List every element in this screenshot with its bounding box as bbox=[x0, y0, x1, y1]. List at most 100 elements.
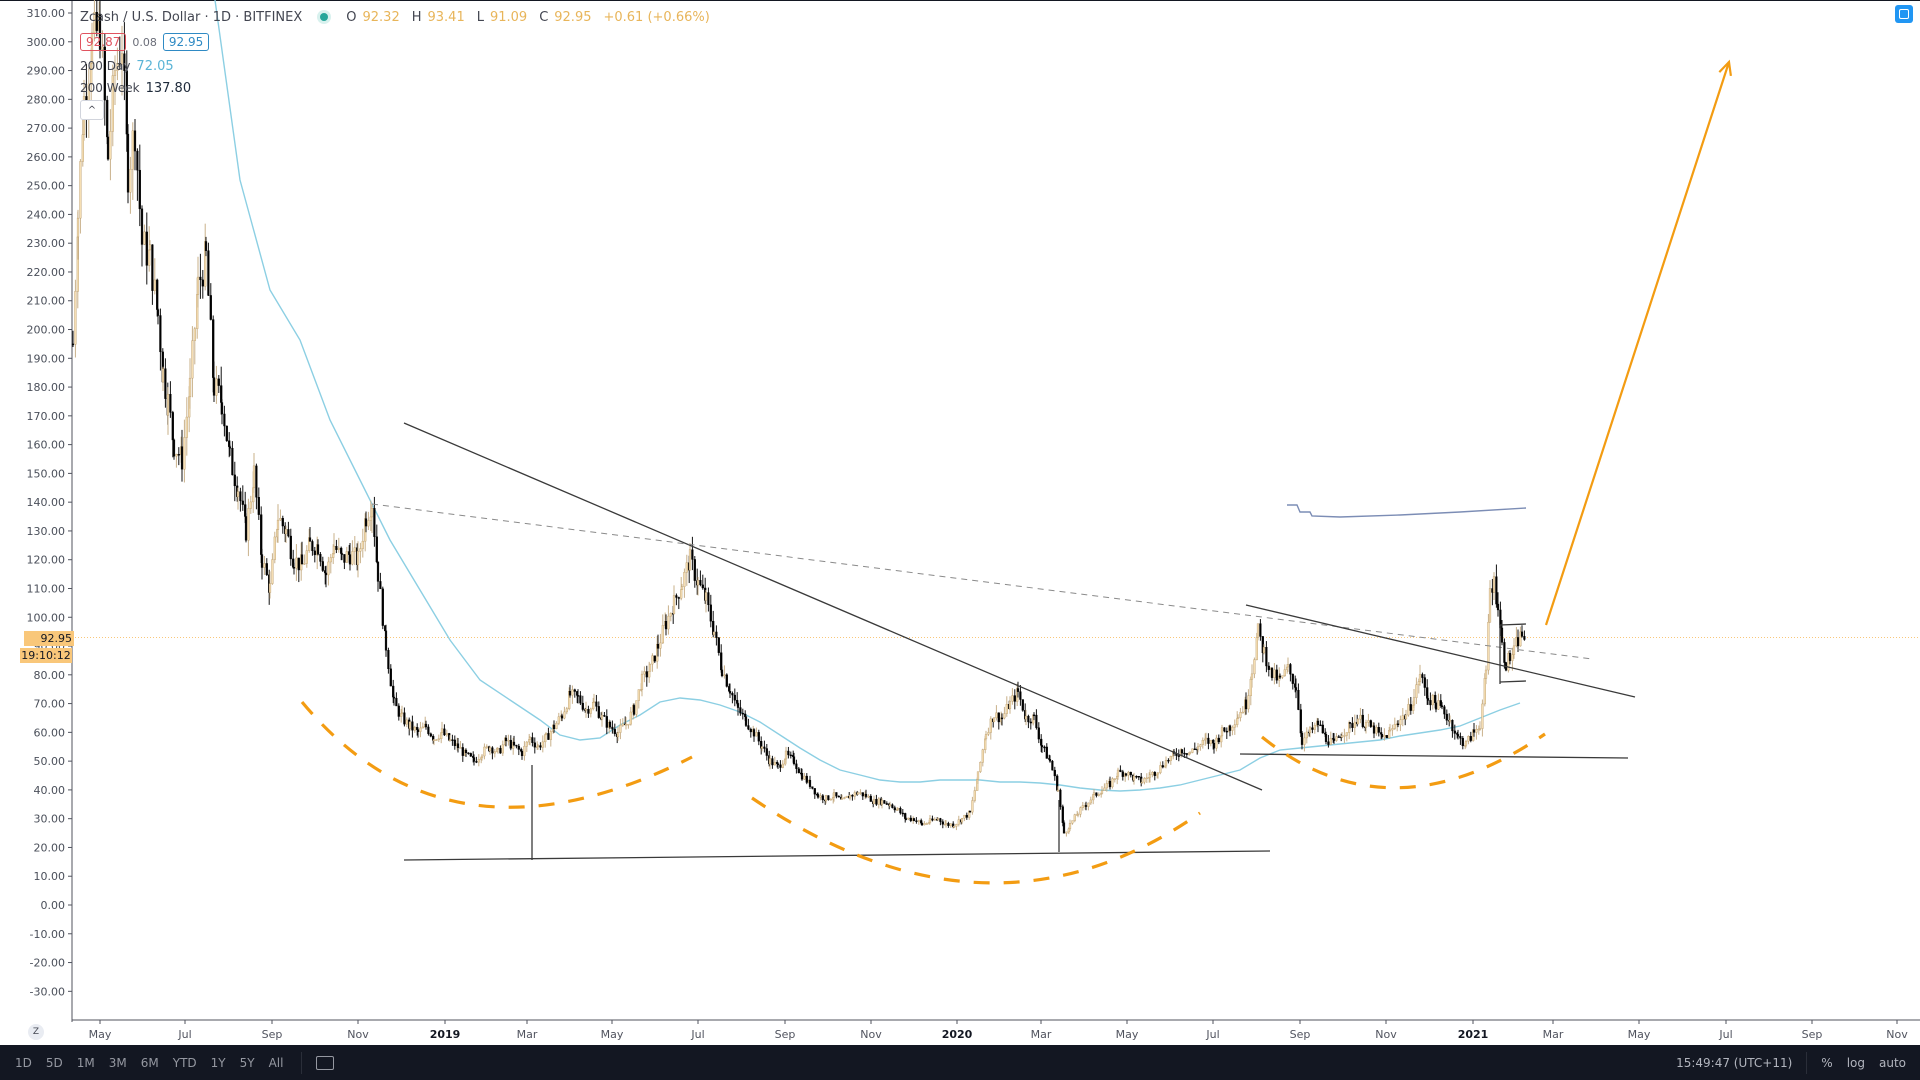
y-tick-label: -20.00 bbox=[30, 957, 65, 970]
collapse-legend-button[interactable]: ^ bbox=[80, 100, 104, 120]
candle-body bbox=[252, 465, 256, 489]
cup-arc-annotation[interactable] bbox=[300, 700, 693, 809]
candle-body bbox=[608, 722, 612, 728]
range-1y-button[interactable]: 1Y bbox=[210, 1055, 226, 1070]
candle-body bbox=[1388, 729, 1392, 732]
range-5y-button[interactable]: 5Y bbox=[239, 1055, 255, 1070]
price-chart-canvas[interactable]: 310.00 300.00 290.00 280.00 270.00 260.00 250.… bbox=[0, 0, 1920, 1045]
candle-body bbox=[1097, 794, 1100, 796]
candle-body bbox=[709, 604, 712, 622]
y-tick-label: 100.00 bbox=[27, 611, 66, 624]
candle-body bbox=[145, 231, 148, 266]
candle-body bbox=[592, 701, 596, 704]
trendline[interactable] bbox=[1245, 604, 1636, 698]
candle-body bbox=[731, 693, 734, 696]
candle-body bbox=[792, 756, 796, 765]
candle-body bbox=[1236, 718, 1239, 725]
indicator-value: 72.05 bbox=[136, 58, 174, 74]
candle-body bbox=[824, 795, 828, 802]
go-to-date-icon[interactable] bbox=[316, 1055, 335, 1070]
timezone-badge[interactable]: Z bbox=[28, 1024, 44, 1040]
indicator-200-week[interactable]: 200 Week 137.80 bbox=[80, 77, 716, 99]
candle-body bbox=[106, 136, 110, 160]
clock-timezone[interactable]: 15:49:47 (UTC+11) bbox=[1676, 1055, 1793, 1070]
sell-button[interactable]: 92.87 bbox=[80, 33, 127, 51]
candle-body bbox=[111, 75, 114, 132]
range-1m-button[interactable]: 1M bbox=[76, 1055, 95, 1070]
candle-body bbox=[573, 689, 576, 692]
candle-body bbox=[1332, 738, 1336, 741]
candle-body bbox=[1215, 737, 1218, 749]
candle-body bbox=[345, 551, 348, 563]
candle-body bbox=[1278, 675, 1282, 678]
percent-scale-toggle[interactable]: % bbox=[1821, 1055, 1833, 1070]
target-arrow[interactable] bbox=[1544, 61, 1731, 626]
auto-scale-toggle[interactable]: auto bbox=[1878, 1055, 1906, 1070]
candle-body bbox=[1500, 627, 1504, 643]
cup-arc-annotation[interactable] bbox=[1260, 732, 1546, 790]
candle-body bbox=[255, 465, 258, 498]
candle-body bbox=[525, 741, 528, 747]
trendline[interactable] bbox=[403, 850, 1271, 861]
high-value: 93.41 bbox=[427, 9, 465, 25]
chart-area[interactable]: 310.00 300.00 290.00 280.00 270.00 260.00 250.… bbox=[0, 0, 1920, 1045]
candle-body bbox=[552, 724, 556, 730]
candle-body bbox=[125, 70, 128, 135]
indicator-200-day[interactable]: 200 Day 72.05 bbox=[80, 55, 716, 77]
market-status-icon bbox=[320, 13, 329, 21]
candle-body bbox=[680, 586, 684, 590]
range-6m-button[interactable]: 6M bbox=[140, 1055, 159, 1070]
candle-body bbox=[1145, 777, 1148, 780]
candle-body bbox=[133, 130, 137, 152]
candle-body bbox=[343, 554, 346, 563]
candle-body bbox=[931, 818, 934, 821]
trendline[interactable] bbox=[1239, 753, 1629, 759]
candle-body bbox=[340, 553, 344, 555]
candle-body bbox=[1076, 814, 1080, 816]
candle-body bbox=[109, 131, 112, 160]
candle-body bbox=[629, 711, 632, 725]
range-5d-button[interactable]: 5D bbox=[45, 1055, 63, 1070]
symbol-title[interactable]: Zcash / U.S. Dollar · 1D · BITFINEX bbox=[80, 9, 303, 25]
candle-body bbox=[71, 343, 75, 346]
candle-body bbox=[1415, 684, 1418, 698]
candle-body bbox=[557, 716, 560, 724]
trendline[interactable] bbox=[1499, 623, 1527, 626]
trendline[interactable] bbox=[371, 503, 1593, 660]
candle-body bbox=[768, 758, 772, 765]
candle-body bbox=[448, 739, 452, 741]
range-all-button[interactable]: All bbox=[268, 1055, 284, 1070]
candle-body bbox=[303, 563, 306, 565]
candle-body bbox=[544, 734, 547, 743]
candle-body bbox=[1169, 755, 1172, 761]
candle-body bbox=[941, 821, 944, 825]
range-ytd-button[interactable]: YTD bbox=[172, 1055, 197, 1070]
candle-body bbox=[1231, 726, 1234, 731]
candle-body bbox=[1177, 755, 1180, 757]
candle-body bbox=[752, 729, 756, 737]
range-1d-button[interactable]: 1D bbox=[15, 1055, 32, 1070]
y-tick-label: 50.00 bbox=[34, 755, 66, 768]
x-tick-label: Nov bbox=[1375, 1028, 1397, 1041]
candle-body bbox=[469, 753, 472, 757]
candle-body bbox=[1209, 739, 1212, 744]
fullscreen-button[interactable] bbox=[1895, 5, 1913, 23]
x-tick-label: Sep bbox=[1802, 1028, 1823, 1041]
candle-body bbox=[1440, 705, 1444, 707]
candle-body bbox=[1283, 669, 1286, 676]
cup-arc-annotation[interactable] bbox=[751, 796, 1201, 885]
buy-button[interactable]: 92.95 bbox=[162, 33, 210, 51]
trendline[interactable] bbox=[1499, 680, 1527, 683]
candle-body bbox=[1199, 744, 1202, 747]
trendline[interactable] bbox=[403, 422, 1263, 791]
candle-body bbox=[351, 551, 354, 565]
candle-body bbox=[1523, 636, 1526, 640]
candle-body bbox=[827, 795, 830, 800]
range-3m-button[interactable]: 3M bbox=[108, 1055, 127, 1070]
candle-body bbox=[1167, 759, 1170, 762]
candle-body bbox=[803, 775, 806, 780]
log-scale-toggle[interactable]: log bbox=[1846, 1055, 1865, 1070]
candle-body bbox=[501, 744, 504, 754]
x-tick-label: Jul bbox=[177, 1028, 191, 1041]
candle-body bbox=[126, 133, 130, 193]
